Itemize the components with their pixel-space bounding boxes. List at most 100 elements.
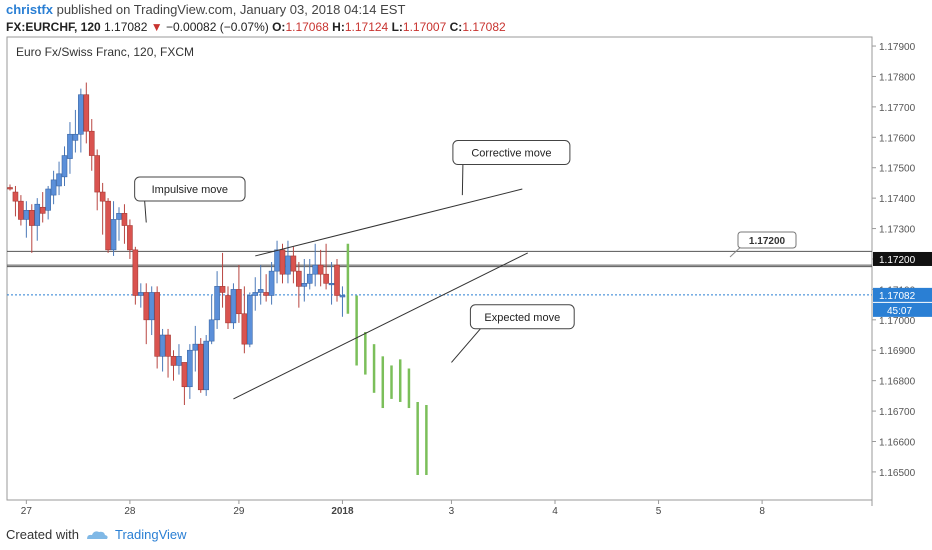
low-value: 1.17007 — [402, 20, 447, 34]
candle-body — [61, 155, 68, 178]
y-tick-label: 1.17400 — [879, 194, 916, 205]
candle-body — [285, 255, 291, 275]
y-tick-label: 1.17800 — [879, 72, 916, 83]
high-label: H: — [332, 20, 345, 34]
candle-body — [50, 179, 57, 196]
candle-body — [339, 295, 346, 298]
callout-label: Corrective move — [471, 148, 551, 160]
candle-body — [170, 356, 177, 366]
candle-body — [28, 210, 35, 226]
last-price: 1.17082 — [104, 20, 148, 34]
countdown-tag-label: 45:07 — [887, 306, 912, 317]
candle-body — [18, 200, 24, 220]
level-tag-box — [737, 231, 797, 249]
candle-body — [317, 264, 324, 275]
open-label: O: — [272, 20, 286, 34]
symbol-label: FX:EURCHF, 120 — [6, 20, 101, 34]
created-with-text: Created with — [6, 527, 79, 542]
footer: Created with TradingView — [6, 527, 187, 542]
callout-box — [134, 176, 246, 202]
candle-body — [219, 286, 226, 293]
candle-body — [192, 343, 199, 351]
tradingview-cloud-icon — [86, 530, 108, 539]
y-tick-label: 1.17700 — [879, 103, 916, 114]
candle-body — [328, 283, 335, 286]
author-link[interactable]: christfx — [6, 2, 53, 17]
open-value: 1.17068 — [285, 20, 329, 34]
candle-body — [252, 292, 259, 296]
lower-trendline — [233, 252, 528, 400]
plot-area — [6, 36, 873, 501]
y-tick-label: 1.17300 — [879, 225, 916, 236]
candle-body — [154, 292, 160, 357]
candle-body — [323, 273, 329, 284]
candle-body — [45, 188, 51, 211]
candle-body — [165, 334, 171, 357]
candle-body — [230, 289, 237, 324]
x-tick-label: 5 — [656, 506, 662, 517]
candle-body — [34, 203, 41, 226]
callout-pointer — [461, 164, 464, 196]
current-price-tag — [873, 287, 932, 302]
upper-trendline — [255, 188, 523, 257]
chart-title: Euro Fx/Swiss Franc, 120, FXCM — [16, 45, 194, 59]
candle-body — [306, 273, 313, 284]
callout-pointer — [451, 328, 481, 363]
candle-body — [143, 292, 150, 321]
x-tick-label: 29 — [233, 506, 245, 517]
candle-body — [197, 343, 204, 391]
x-tick-label: 4 — [552, 506, 558, 517]
candle-body — [127, 225, 133, 251]
candle-body — [181, 362, 188, 388]
callout-label: Expected move — [484, 312, 560, 324]
candle-body — [94, 155, 100, 193]
candle-body — [39, 206, 46, 214]
candle-body — [241, 313, 248, 345]
candle-body — [138, 292, 144, 296]
tradingview-brand[interactable]: TradingView — [114, 527, 187, 542]
y-tick-label: 1.16700 — [879, 407, 916, 418]
candle-body — [12, 191, 19, 202]
candle-body — [187, 349, 193, 388]
candle-body — [7, 187, 13, 190]
candle-body — [56, 173, 62, 187]
candle-body — [263, 292, 269, 296]
candle-body — [132, 249, 139, 296]
y-tick-label: 1.17500 — [879, 164, 916, 175]
y-tick-label: 1.16500 — [879, 468, 916, 479]
callout-label: Impulsive move — [152, 184, 228, 196]
candle-body — [236, 289, 242, 315]
x-tick-label: 27 — [21, 506, 33, 517]
candle-body — [116, 213, 122, 220]
candle-body — [301, 283, 308, 287]
close-value: 1.17082 — [462, 20, 506, 34]
candle-body — [334, 264, 340, 296]
candle-body — [110, 219, 117, 251]
x-tick-label: 2018 — [331, 506, 354, 517]
y-tick-label: 1.17000 — [879, 316, 916, 327]
published-text: published on TradingView.com, January 03… — [56, 2, 406, 17]
level-axis-tag — [873, 251, 932, 266]
candle-body — [208, 319, 215, 342]
candle-body — [72, 133, 79, 141]
change-value: −0.00082 (−0.07%) — [166, 20, 269, 34]
candle-body — [274, 249, 280, 272]
candle-body — [176, 356, 182, 366]
callout-pointer — [144, 200, 147, 223]
callout-box — [469, 304, 575, 330]
candle-body — [78, 94, 84, 135]
price-chart[interactable]: 1.17900 1.17800 1.17700 1.17600 1.17500 1.174… — [0, 0, 932, 522]
candle-body — [257, 289, 264, 293]
y-tick-label: 1.16900 — [879, 346, 916, 357]
y-tick-label: 1.17900 — [879, 42, 916, 53]
y-tick-label: 1.17600 — [879, 133, 916, 144]
candle-body — [290, 255, 297, 272]
candle-body — [99, 191, 106, 202]
candle-body — [67, 133, 73, 159]
level-tag-label: 1.17200 — [749, 236, 786, 247]
candle-body — [268, 270, 275, 296]
candle-body — [88, 130, 95, 156]
candle-body — [296, 270, 302, 287]
candle-body — [203, 340, 209, 391]
x-tick-label: 28 — [124, 506, 136, 517]
